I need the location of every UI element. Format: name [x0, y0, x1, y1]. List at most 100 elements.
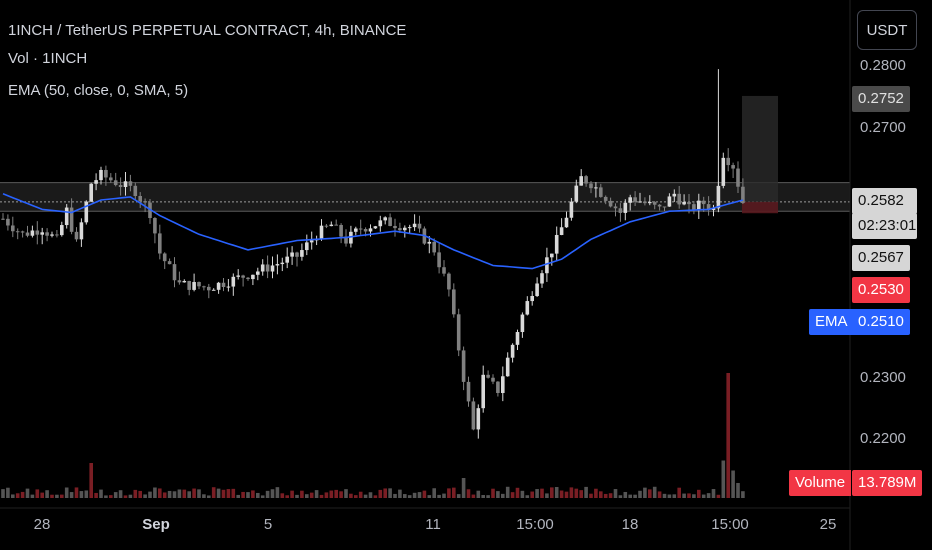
volume-bar — [501, 493, 505, 498]
candle-body — [11, 225, 15, 232]
time-tick: 28 — [33, 516, 51, 533]
candle-body — [403, 227, 407, 231]
volume-bar — [339, 491, 343, 498]
currency-button[interactable]: USDT — [857, 10, 917, 50]
candle-body — [270, 265, 275, 272]
candle-body — [216, 282, 221, 290]
volume-bar — [692, 494, 696, 498]
volume-bar — [515, 487, 520, 498]
volume-bar — [697, 489, 701, 498]
candle-body — [246, 277, 250, 280]
candle-body — [726, 157, 730, 166]
sell-price-tag: 0.2530 — [852, 277, 910, 303]
candle-body — [118, 185, 123, 188]
candle-body — [368, 228, 373, 232]
time-tick: Sep — [142, 516, 170, 533]
volume-bar — [677, 487, 681, 498]
ema-label-tag: EMA — [809, 309, 854, 335]
time-tick: 25 — [819, 516, 837, 533]
candle-body — [275, 264, 280, 266]
volume-bar — [74, 487, 79, 498]
candle-body — [564, 217, 569, 228]
symbol-title: 1INCH / TetherUS PERPETUAL CONTRACT, 4h,… — [8, 22, 407, 39]
volume-bar — [476, 490, 481, 498]
volume-legend[interactable]: Vol · 1INCH — [8, 50, 88, 67]
volume-bar — [412, 492, 417, 498]
candle-body — [550, 253, 554, 258]
last-price-tag: 0.2582 — [852, 188, 917, 214]
price-tick: 0.2200 — [860, 430, 906, 447]
candle-body — [280, 262, 285, 265]
candle-body — [677, 193, 681, 205]
candle-body — [643, 201, 647, 204]
volume-bar — [349, 493, 353, 498]
candle-body — [373, 226, 378, 229]
high-price-tag: 0.2752 — [852, 86, 910, 112]
volume-bar — [153, 487, 157, 498]
candle-body — [525, 301, 530, 315]
volume-bar — [6, 487, 10, 498]
candle-body — [202, 286, 206, 288]
candle-body — [398, 228, 402, 231]
volume-bar — [216, 488, 221, 498]
candle-body — [731, 165, 735, 169]
volume-bar — [579, 490, 583, 498]
volume-bar — [60, 494, 64, 498]
candle-body — [505, 357, 510, 377]
candle-body — [520, 314, 525, 333]
volume-bar — [280, 493, 285, 498]
volume-bar — [554, 487, 559, 498]
candle-body — [594, 187, 598, 189]
volume-bar — [466, 489, 471, 498]
ema-value-tag: 0.2510 — [852, 309, 910, 335]
candle-body — [383, 217, 387, 221]
volume-bar — [662, 493, 667, 498]
volume-bar — [354, 495, 358, 498]
low-price-tag: 0.2567 — [852, 245, 910, 271]
candle-body — [687, 201, 691, 205]
volume-bar — [89, 463, 93, 498]
volume-bar — [211, 487, 216, 498]
candle-body — [554, 234, 559, 254]
candle-body — [50, 234, 54, 236]
candle-body — [613, 206, 618, 209]
volume-bar — [251, 490, 255, 498]
volume-bar — [667, 494, 672, 498]
volume-bar — [64, 487, 69, 498]
volume-bar — [682, 493, 686, 498]
volume-bar — [305, 494, 309, 498]
volume-bar — [187, 491, 191, 498]
price-tick: 0.2700 — [860, 119, 906, 136]
candle-body — [491, 377, 495, 382]
volume-bar — [118, 490, 123, 498]
volume-bar — [314, 490, 319, 498]
volume-bar — [491, 488, 495, 498]
volume-bar — [162, 492, 167, 498]
candle-body — [260, 264, 265, 272]
volume-bar — [407, 495, 412, 498]
volume-bar — [701, 494, 706, 498]
volume-bars — [1, 373, 745, 498]
candle-body — [344, 236, 348, 244]
volume-bar — [648, 489, 652, 498]
candle-body — [456, 314, 461, 351]
volume-bar — [388, 488, 392, 498]
candle-body — [231, 276, 236, 287]
volume-bar — [496, 491, 500, 498]
volume-bar — [535, 489, 539, 498]
candle-body — [471, 401, 476, 430]
volume-bar — [197, 489, 201, 498]
candle-body — [388, 217, 392, 226]
candle-body — [349, 231, 353, 244]
volume-bar — [550, 487, 554, 498]
volume-bar — [177, 489, 182, 498]
volume-bar — [138, 490, 142, 498]
candle-body — [55, 234, 59, 236]
volume-bar — [50, 494, 54, 498]
candle-body — [300, 250, 304, 257]
candle-body — [79, 222, 84, 240]
candle-body — [290, 252, 294, 257]
candle-body — [339, 224, 343, 237]
ema-legend[interactable]: EMA (50, close, 0, SMA, 5) — [8, 82, 189, 99]
